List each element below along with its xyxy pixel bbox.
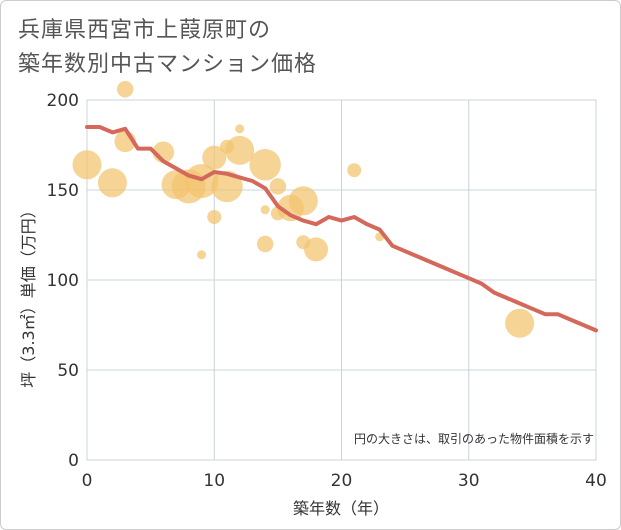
data-bubble (197, 250, 207, 260)
x-axis-title: 築年数（年） (293, 499, 389, 518)
x-tick-label: 0 (82, 471, 93, 491)
tick-layer: 0 50 100 150 200 0 10 20 30 40 (47, 91, 607, 491)
data-bubble (256, 235, 274, 253)
data-bubble (72, 150, 102, 180)
data-bubble (347, 163, 362, 178)
chart-title: 兵庫県西宮市上葭原町の 築年数別中古マンション価格 (18, 14, 317, 82)
y-tick-label: 150 (47, 181, 79, 201)
data-bubble (211, 170, 243, 203)
trend-layer (85, 125, 598, 333)
y-tick-label: 50 (57, 361, 79, 381)
y-tick-label: 0 (68, 451, 79, 471)
chart-title-line-1: 兵庫県西宮市上葭原町の (18, 18, 272, 43)
data-bubble (269, 178, 287, 195)
data-bubble (225, 135, 255, 165)
data-bubble (304, 237, 329, 262)
data-bubble (249, 149, 281, 181)
chart-title-line-2: 築年数別中古マンション価格 (18, 52, 318, 77)
data-bubble (288, 186, 318, 216)
y-axis-title: 坪（3.3㎡）単価（万円） (19, 202, 38, 387)
data-bubble (207, 210, 222, 224)
data-bubble (202, 145, 227, 170)
trend-line (85, 125, 598, 333)
y-tick-label: 200 (47, 91, 79, 111)
data-bubble (235, 124, 245, 134)
x-tick-label: 30 (458, 471, 480, 491)
x-tick-label: 10 (203, 471, 225, 491)
data-bubble (116, 80, 134, 98)
data-bubble (505, 308, 535, 338)
bubble-size-note: 円の大きさは、取引のあった物件面積を示す (354, 431, 594, 446)
bubble-layer (72, 80, 535, 338)
data-bubble (260, 205, 270, 215)
x-tick-label: 40 (585, 471, 607, 491)
x-tick-label: 20 (331, 471, 353, 491)
y-tick-label: 100 (47, 271, 79, 291)
data-bubble (97, 168, 127, 198)
